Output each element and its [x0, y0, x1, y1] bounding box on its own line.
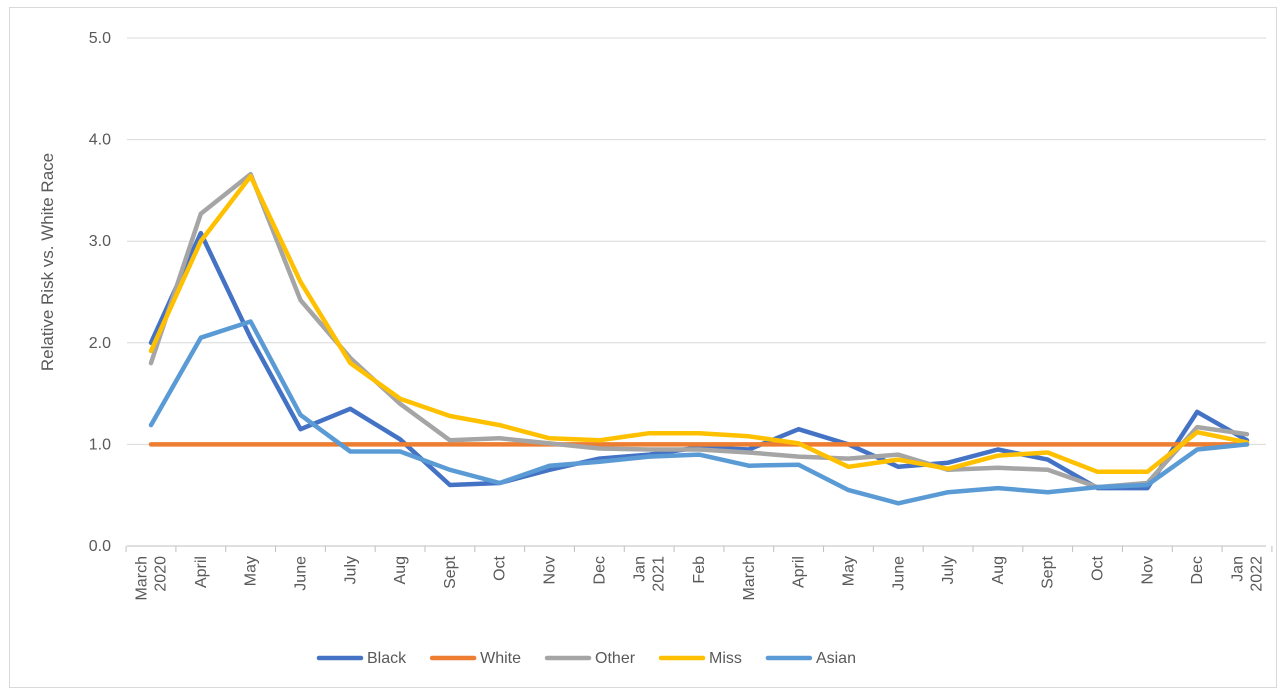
- x-tick-label: Sept: [1040, 555, 1057, 588]
- y-tick-label: 1.0: [89, 436, 111, 453]
- x-tick-label: July: [940, 556, 957, 584]
- y-tick-label: 3.0: [89, 233, 111, 250]
- series-line-asian: [148, 319, 1250, 506]
- x-tick-label: July: [342, 556, 359, 584]
- x-tick-label: Nov: [542, 556, 559, 584]
- y-tick-label: 5.0: [89, 30, 111, 47]
- legend-label-white: White: [480, 650, 521, 667]
- x-tick-label: Oct: [1090, 555, 1107, 580]
- x-tick-label: Aug: [990, 556, 1007, 584]
- x-tick-label: June: [890, 556, 907, 591]
- y-tick-label: 2.0: [89, 335, 111, 352]
- x-tick-label: Dec: [591, 556, 608, 584]
- x-tick-label: April: [791, 556, 808, 588]
- series-line-miss: [148, 173, 1250, 475]
- x-tick-label: March: [741, 556, 758, 600]
- legend-label-other: Other: [595, 650, 636, 667]
- series-lines: [148, 171, 1250, 506]
- x-tick-label: May: [243, 556, 260, 586]
- x-tick-label: Nov: [1139, 556, 1156, 584]
- legend-label-miss: Miss: [709, 650, 742, 667]
- gridlines: [127, 37, 1266, 445]
- series-line-other: [148, 171, 1250, 490]
- x-tick-label: Aug: [392, 556, 409, 584]
- line-chart: 0.0 1.0 2.0 3.0 4.0 5.0 March 2020 April May June…: [38, 30, 1273, 667]
- x-axis: March 2020 April May June July Aug Sept Oct Nov De…: [125, 545, 1273, 601]
- x-tick-label: March 2020: [134, 556, 170, 601]
- y-axis-tick-labels: 0.0 1.0 2.0 3.0 4.0 5.0: [89, 30, 111, 555]
- x-tick-label: June: [292, 556, 309, 591]
- legend-label-black: Black: [367, 650, 407, 667]
- y-tick-label: 0.0: [89, 538, 111, 555]
- y-axis-title: Relative Risk vs. White Race: [38, 153, 57, 371]
- x-tick-label: Oct: [492, 555, 509, 580]
- x-tick-label: Sept: [442, 555, 459, 588]
- x-tick-label: May: [840, 556, 857, 586]
- x-tick-label: Dec: [1189, 556, 1206, 584]
- chart-area: 0.0 1.0 2.0 3.0 4.0 5.0 March 2020 April May June…: [9, 7, 1277, 688]
- x-tick-label: Jan 2022: [1230, 556, 1266, 592]
- x-tick-label: Jan 2021: [632, 556, 668, 592]
- y-tick-label: 4.0: [89, 132, 111, 149]
- legend-label-asian: Asian: [816, 650, 856, 667]
- x-tick-label: Feb: [691, 556, 708, 584]
- legend: Black White Other Miss Asian: [316, 650, 856, 667]
- x-tick-label: April: [193, 556, 210, 588]
